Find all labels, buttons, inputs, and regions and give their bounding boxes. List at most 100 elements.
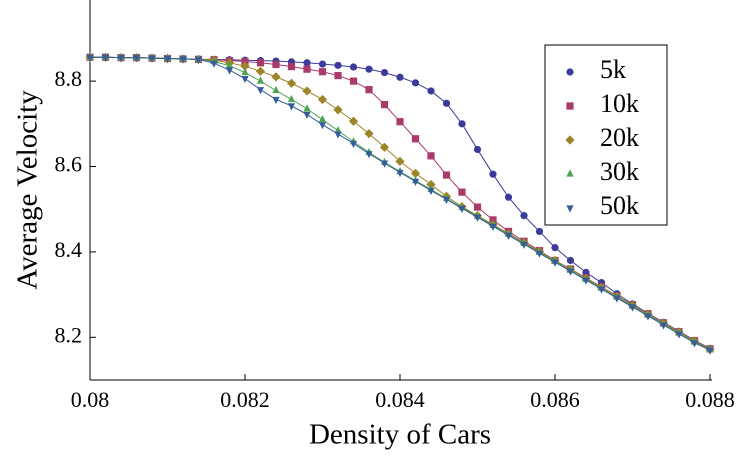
- data-point: [334, 131, 342, 139]
- data-point: [286, 78, 297, 88]
- legend-box: [544, 44, 668, 226]
- data-point: [365, 86, 373, 94]
- data-point: [582, 277, 590, 285]
- x-tick-label: 0.088: [685, 387, 735, 412]
- data-point: [148, 55, 156, 63]
- data-point: [582, 268, 590, 277]
- data-point: [659, 322, 668, 330]
- data-point: [318, 122, 327, 130]
- data-point: [241, 67, 249, 76]
- y-tick-label: 8.2: [55, 322, 83, 347]
- data-point: [334, 61, 342, 69]
- data-point: [132, 55, 141, 63]
- data-point: [489, 216, 497, 224]
- data-point: [566, 268, 575, 276]
- data-point: [411, 178, 420, 187]
- data-point: [287, 94, 296, 103]
- legend-label: 30k: [600, 157, 639, 186]
- legend-marker: [566, 102, 574, 110]
- data-point: [597, 286, 606, 294]
- data-point: [396, 73, 404, 81]
- data-point: [458, 188, 466, 196]
- data-point: [349, 77, 358, 85]
- data-point: [318, 68, 327, 76]
- data-point: [349, 140, 358, 149]
- data-point: [410, 168, 421, 178]
- data-point: [473, 145, 482, 154]
- legend-marker: [566, 68, 574, 76]
- x-tick-label: 0.082: [220, 387, 270, 412]
- data-point: [380, 160, 389, 168]
- legend-marker: [566, 205, 574, 213]
- data-point: [489, 223, 497, 231]
- data-point: [442, 99, 451, 107]
- data-point: [194, 56, 203, 64]
- x-tick-label: 0.08: [71, 387, 110, 412]
- y-tick-label: 8.6: [55, 152, 83, 177]
- data-point: [348, 116, 359, 126]
- data-point: [504, 232, 513, 240]
- data-point: [349, 63, 358, 71]
- data-point: [380, 68, 389, 77]
- data-point: [225, 67, 234, 75]
- data-point: [520, 241, 528, 249]
- data-point: [675, 331, 683, 339]
- data-point: [489, 170, 497, 178]
- data-point: [256, 87, 265, 95]
- data-point: [706, 347, 714, 355]
- data-point: [690, 340, 699, 348]
- data-point: [302, 86, 312, 96]
- data-point: [241, 75, 249, 84]
- data-point: [303, 111, 311, 120]
- data-point: [256, 59, 265, 67]
- legend-label: 20k: [600, 123, 639, 152]
- y-axis-title: Average Velocity: [12, 90, 44, 290]
- data-point: [379, 142, 390, 152]
- data-point: [504, 193, 513, 201]
- data-point: [287, 63, 296, 71]
- data-point: [303, 65, 311, 73]
- data-point: [442, 196, 451, 204]
- data-point: [86, 54, 94, 62]
- data-point: [395, 156, 405, 166]
- data-point: [272, 85, 280, 94]
- data-point: [380, 101, 389, 109]
- data-point: [644, 313, 652, 321]
- data-point: [613, 295, 621, 303]
- data-point: [317, 94, 328, 105]
- data-point: [117, 55, 125, 63]
- data-point: [551, 259, 559, 267]
- data-point: [535, 250, 544, 258]
- data-point: [272, 60, 280, 69]
- data-point: [318, 60, 327, 68]
- data-point: [396, 118, 404, 126]
- data-point: [442, 171, 451, 179]
- data-point: [427, 187, 435, 196]
- data-point: [101, 54, 110, 62]
- y-tick-label: 8.4: [55, 237, 83, 262]
- data-point: [427, 87, 435, 95]
- data-point: [551, 244, 559, 252]
- data-point: [272, 96, 280, 105]
- data-point: [411, 135, 420, 143]
- data-point: [628, 304, 637, 312]
- data-point: [303, 104, 311, 112]
- data-point: [365, 151, 373, 159]
- data-point: [303, 59, 311, 67]
- data-point: [240, 61, 250, 71]
- data-point: [396, 169, 404, 178]
- data-point: [427, 152, 435, 160]
- data-point: [318, 114, 327, 123]
- data-point: [271, 72, 281, 82]
- legend-marker: [566, 169, 574, 177]
- data-point: [163, 55, 172, 64]
- data-point: [520, 212, 528, 220]
- data-point: [473, 214, 482, 222]
- data-point: [566, 256, 575, 265]
- y-tick-label: 8.8: [55, 66, 83, 91]
- legend-label: 10k: [600, 89, 639, 118]
- data-point: [287, 103, 296, 111]
- data-point: [241, 57, 249, 66]
- data-point: [364, 129, 374, 139]
